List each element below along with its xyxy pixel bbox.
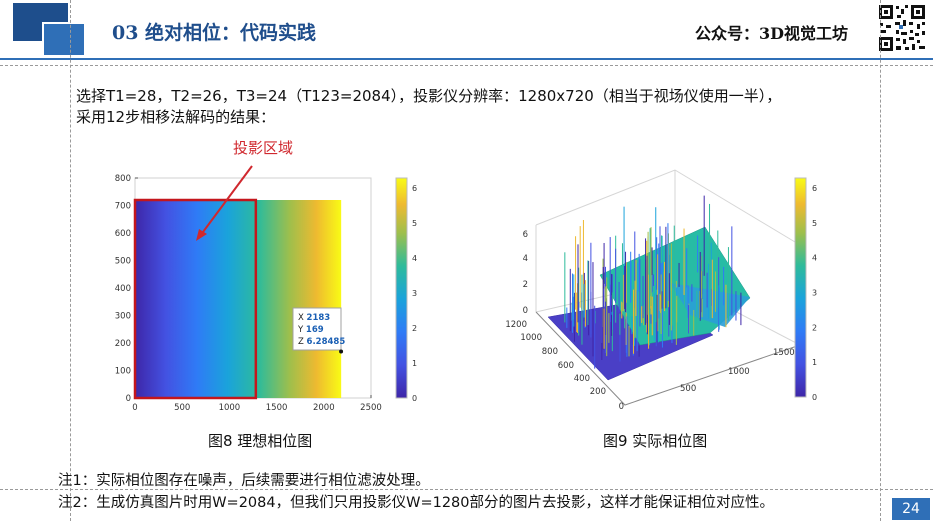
- noise-spikes: [564, 195, 742, 369]
- colorbar: [395, 177, 408, 399]
- y-tick: 600: [558, 361, 574, 371]
- datatip: X 2183 Y 169 Z 6.28485: [292, 307, 345, 351]
- z-tick: 0: [523, 306, 528, 316]
- phase-heatmap: [135, 200, 342, 398]
- y-tick: 200: [590, 387, 606, 397]
- datatip-y-value: 169: [306, 325, 324, 335]
- z-tick: 4: [523, 254, 528, 264]
- colorbar-tick-label: 3: [412, 289, 417, 298]
- qr-code-icon: [877, 3, 927, 53]
- y-tick-label: 300: [115, 312, 131, 322]
- note-2: 注2：生成仿真图片时用W=2084，但我们只用投影仪W=1280部分的图片去投影…: [58, 495, 774, 511]
- y-tick-label: 600: [115, 229, 131, 239]
- annotation-arrowhead: [196, 229, 207, 241]
- x-ticks: 500 1000 1500: [680, 348, 795, 394]
- colorbar-tick-label: 1: [412, 359, 417, 368]
- x-tick-label: 1500: [266, 403, 288, 413]
- ideal-phase-chart: 0 500 1000 1500 2000 2500 0 100 200 300 400 500 600…: [115, 165, 417, 413]
- colorbar-tick-label: 5: [412, 219, 417, 228]
- org-label: 公众号：3D视觉工坊: [695, 24, 849, 43]
- caption-actual-phase: 图9 实际相位图: [603, 432, 708, 450]
- x-tick-label: 2000: [313, 403, 335, 413]
- colorbar: [794, 177, 807, 398]
- intro-line-1: 选择T1=28，T2=26，T3=24（T123=2084），投影仪分辨率：12…: [76, 87, 782, 105]
- colorbar-tick-label: 5: [812, 219, 817, 228]
- svg-text:X 2183: X 2183: [298, 313, 330, 323]
- y-tick-label: 0: [126, 394, 131, 404]
- x-tick-label: 2500: [360, 403, 382, 413]
- z-tick: 2: [523, 280, 528, 290]
- x-tick-label: 500: [174, 403, 190, 413]
- colorbar-tick-label: 6: [412, 184, 417, 193]
- colorbar-tick-label: 1: [812, 358, 817, 367]
- y-tick-label: 800: [115, 174, 131, 184]
- colorbar-tick-label: 4: [812, 254, 817, 263]
- colorbar-tick-label: 6: [812, 184, 817, 193]
- y-tick-label: 100: [115, 367, 131, 377]
- datatip-y-label: Y: [297, 325, 304, 335]
- header-rule: [0, 58, 933, 60]
- colorbar-tick-label: 0: [812, 393, 817, 402]
- guide-line-right: [880, 0, 881, 521]
- y-tick-label: 400: [115, 284, 131, 294]
- z-ticks: 6 4 2 0: [523, 230, 528, 316]
- caption-ideal-phase: 图8 理想相位图: [208, 432, 313, 450]
- y-tick-label: 200: [115, 339, 131, 349]
- y-tick: 800: [542, 347, 558, 357]
- datatip-z-label: Z: [298, 337, 304, 347]
- annotation-arrow: [199, 165, 253, 237]
- guide-line-left: [70, 0, 71, 521]
- colorbar-tick-label: 3: [812, 288, 817, 297]
- logo-square-light: [42, 22, 86, 57]
- y-tick: 1000: [520, 333, 542, 343]
- page-number: 24: [892, 498, 930, 520]
- x-tick: 500: [680, 384, 696, 394]
- intro-line-2: 采用12步相移法解码的结果：: [76, 108, 276, 126]
- y-tick: 400: [574, 374, 590, 384]
- datatip-z-value: 6.28485: [307, 337, 346, 347]
- guide-line-bottom: [0, 489, 933, 490]
- projection-region-box: [133, 198, 258, 400]
- datatip-marker: [339, 349, 344, 354]
- x-tick: 1500: [773, 348, 795, 358]
- colorbar-tick-label: 4: [412, 254, 417, 263]
- svg-text:Z 6.28485: Z 6.28485: [298, 337, 345, 347]
- intro-text: 选择T1=28，T2=26，T3=24（T123=2084），投影仪分辨率：12…: [76, 86, 876, 128]
- colorbar-tick-label: 2: [412, 324, 417, 333]
- actual-phase-chart: 6 4 2 0 1200 1000 800 600 400 200 0 500 …: [505, 169, 817, 412]
- guide-line-top: [0, 65, 933, 66]
- y-tick-label: 500: [115, 257, 131, 267]
- x-tick-label: 1000: [219, 403, 241, 413]
- x-tick-label: 0: [132, 403, 137, 413]
- datatip-x-label: X: [298, 313, 304, 323]
- y-tick: 1200: [505, 320, 527, 330]
- projection-region-annotation: 投影区域: [233, 139, 294, 157]
- slide-title: 03 绝对相位：代码实践: [112, 22, 317, 44]
- y-tick-label: 700: [115, 202, 131, 212]
- z-tick: 6: [523, 230, 528, 240]
- x-tick: 1000: [728, 367, 750, 377]
- datatip-x-value: 2183: [307, 313, 331, 323]
- colorbar-tick-label: 0: [412, 394, 417, 403]
- y-ticks: 1200 1000 800 600 400 200 0: [505, 320, 624, 412]
- svg-text:Y 169: Y 169: [297, 325, 324, 335]
- colorbar-tick-label: 2: [812, 323, 817, 332]
- y-tick: 0: [619, 402, 624, 412]
- note-1: 注1：实际相位图存在噪声，后续需要进行相位滤波处理。: [58, 473, 430, 489]
